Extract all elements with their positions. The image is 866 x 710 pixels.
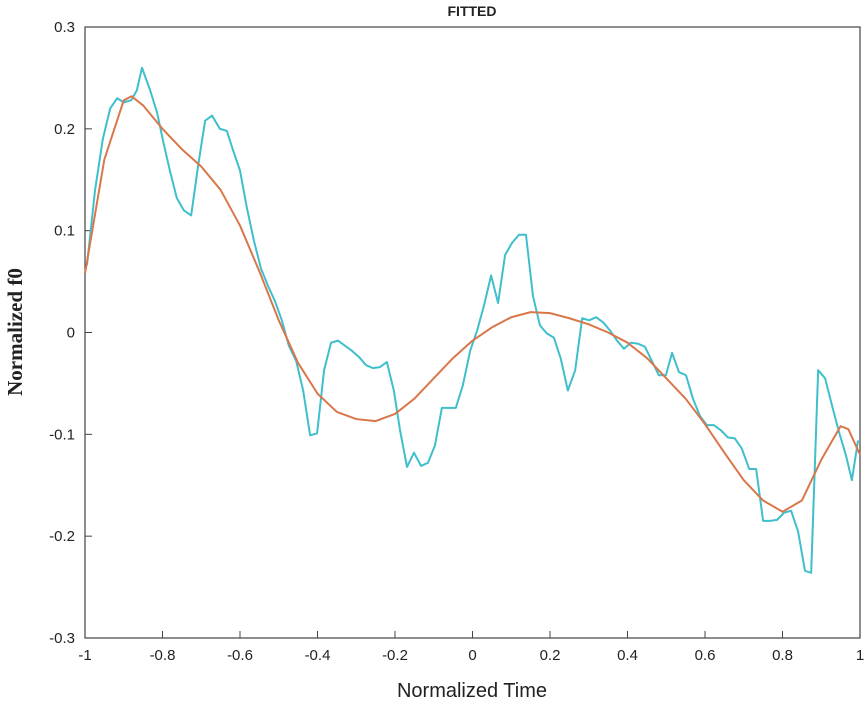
x-tick-label: -1 <box>78 647 91 664</box>
y-tick-label: 0.3 <box>54 19 75 36</box>
y-tick-label: 0.1 <box>54 223 75 240</box>
x-tick-label: -0.6 <box>227 647 253 664</box>
x-tick-label: -0.8 <box>150 647 176 664</box>
data-line <box>84 95 861 513</box>
y-tick-label: 0.2 <box>54 121 75 138</box>
x-tick-label: -0.2 <box>382 647 408 664</box>
x-tick-label: 0.2 <box>540 647 561 664</box>
chart-title: FITTED <box>448 3 497 19</box>
plot-frame <box>84 26 861 639</box>
x-tick-label: 0.8 <box>772 647 793 664</box>
y-tick-label: -0.2 <box>49 528 75 545</box>
x-tick-label: 0 <box>468 647 476 664</box>
x-tick-label: 0.6 <box>695 647 716 664</box>
x-tick-label: 1 <box>856 647 864 664</box>
y-tick-label: 0 <box>67 325 75 342</box>
y-axis-label: Normalized f0 <box>3 268 27 396</box>
x-axis-label: Normalized Time <box>397 680 547 702</box>
y-tick-label: -0.1 <box>49 426 75 443</box>
x-tick-label: -0.4 <box>305 647 331 664</box>
y-tick-label: -0.3 <box>49 630 75 647</box>
x-tick-label: 0.4 <box>617 647 638 664</box>
